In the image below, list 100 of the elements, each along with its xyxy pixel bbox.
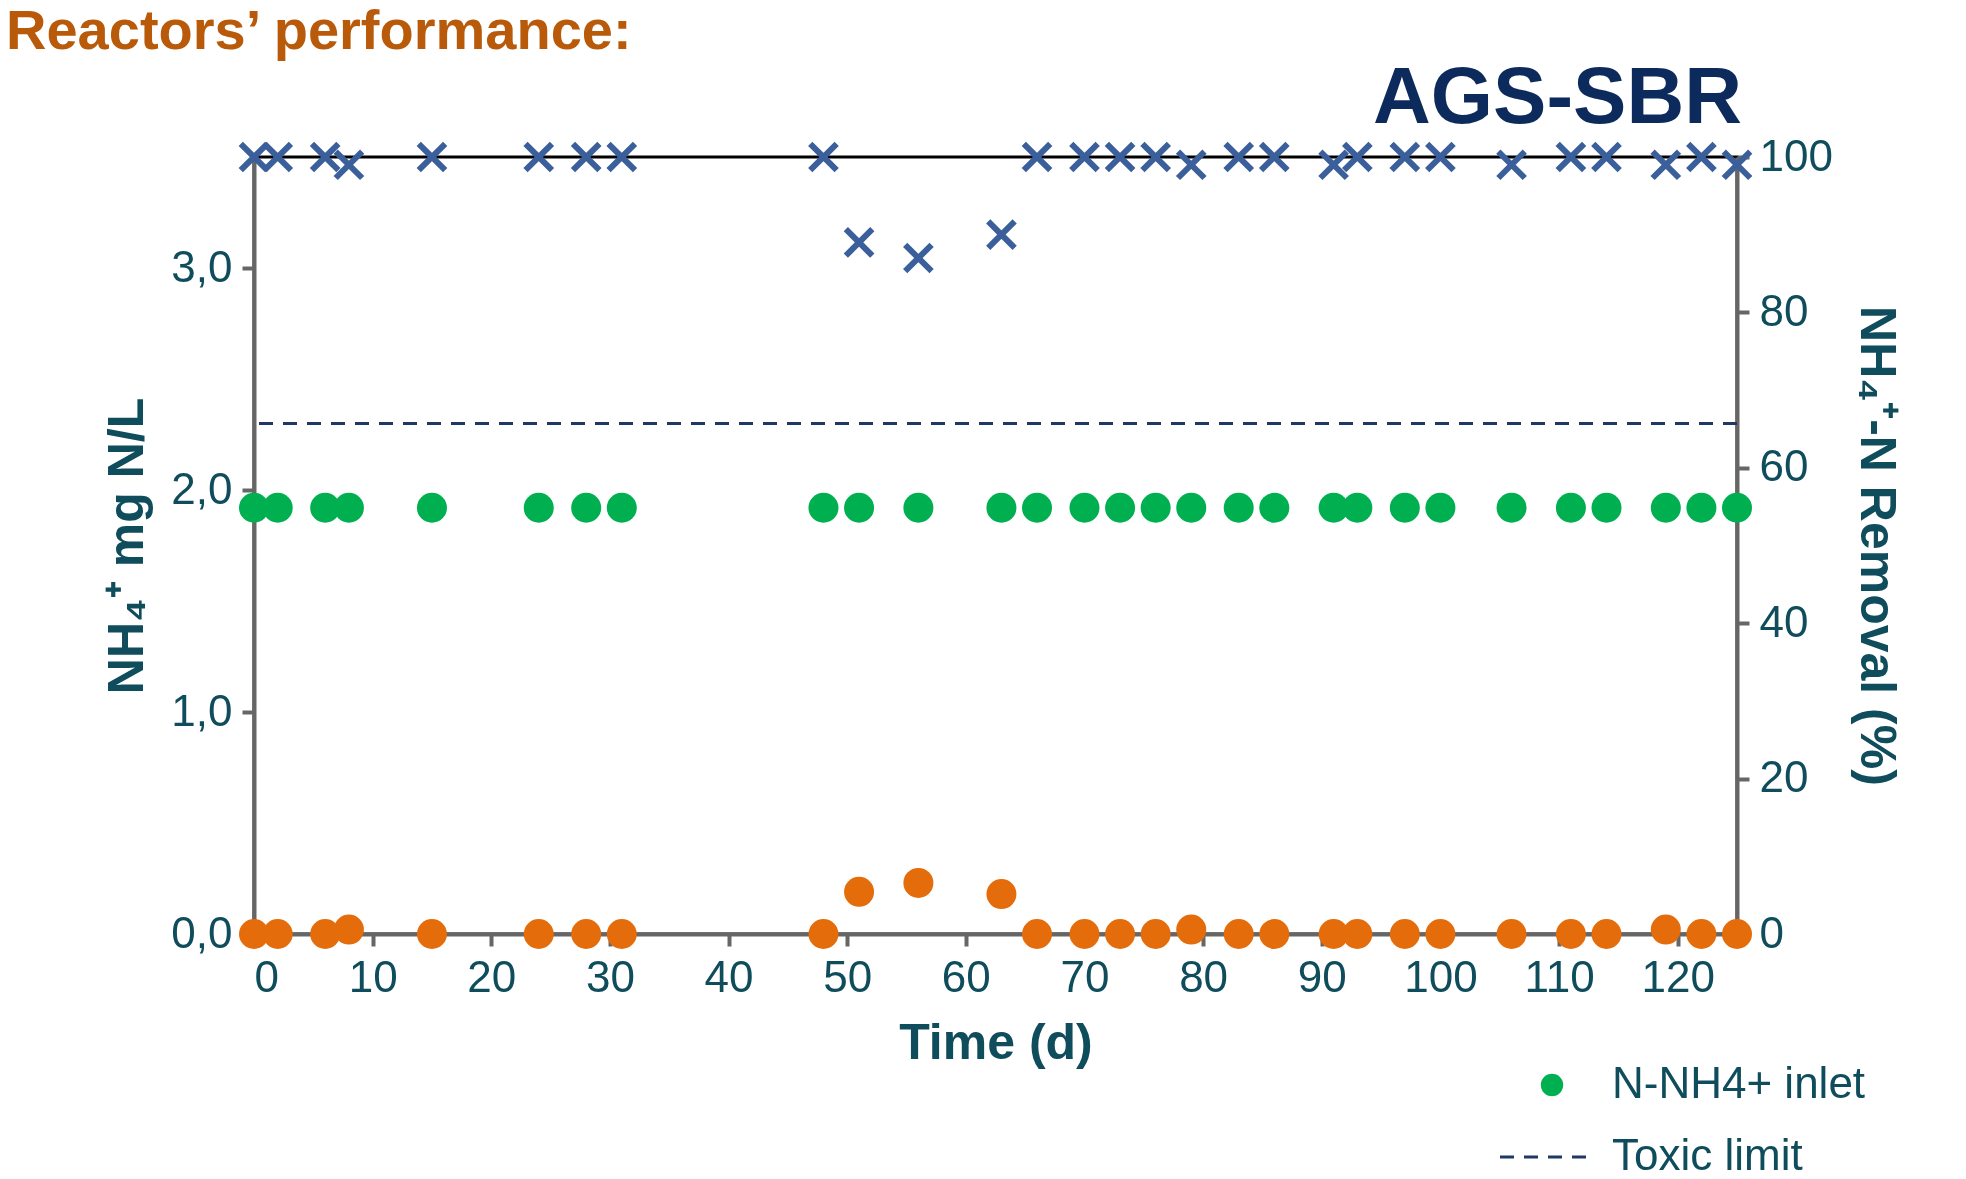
point	[1496, 919, 1527, 949]
point	[1223, 492, 1254, 523]
point	[1222, 140, 1255, 174]
point	[1554, 140, 1588, 174]
point	[571, 919, 602, 949]
y-axis-title: NH₄⁺ mg N/L	[98, 397, 155, 695]
x-tick-label: 40	[704, 951, 754, 1001]
y2-axis-title: NH₄⁺-N Removal (%)	[1849, 306, 1906, 786]
x-tick-label: 10	[348, 951, 398, 1001]
point	[844, 492, 875, 523]
y2-tick-label: 20	[1759, 752, 1809, 802]
point	[1555, 919, 1586, 949]
point	[808, 919, 839, 949]
point	[605, 140, 639, 174]
point	[1722, 492, 1752, 523]
point	[1686, 492, 1717, 523]
point	[1686, 919, 1717, 949]
point	[1685, 140, 1718, 174]
point	[1175, 148, 1208, 181]
point	[1176, 914, 1207, 945]
point	[1317, 148, 1350, 181]
point	[1720, 148, 1754, 181]
x-tick-label: 50	[823, 951, 873, 1001]
point	[1140, 919, 1171, 949]
x-tick-label: 90	[1297, 951, 1347, 1001]
chart-subtitle: AGS-SBR	[1373, 51, 1742, 140]
y2-tick-label: 60	[1759, 441, 1809, 491]
chart-title: Reactors’ performance:	[6, 0, 632, 61]
point	[1068, 140, 1101, 174]
legend-label: Toxic limit	[1612, 1130, 1803, 1179]
point	[842, 226, 876, 259]
point	[807, 140, 840, 174]
point	[332, 148, 366, 181]
point	[1495, 148, 1528, 181]
point	[416, 492, 447, 523]
point	[523, 492, 554, 523]
point	[606, 919, 637, 949]
point	[902, 241, 935, 275]
point	[985, 218, 1018, 251]
point	[1105, 919, 1136, 949]
point	[903, 867, 934, 898]
x-tick-label: 110	[1524, 951, 1595, 1001]
y2-tick-label: 0	[1759, 907, 1784, 957]
point	[1388, 140, 1422, 174]
x-tick-label: 70	[1060, 951, 1110, 1001]
y-tick-label: 0,0	[171, 907, 233, 957]
point	[1341, 140, 1374, 174]
point	[1069, 919, 1100, 949]
x-tick-label: 60	[941, 951, 991, 1001]
point	[986, 879, 1017, 910]
point	[523, 919, 554, 949]
x-tick-label: 100	[1404, 951, 1478, 1001]
y-tick-label: 2,0	[171, 463, 233, 513]
point	[1342, 492, 1373, 523]
point	[1591, 919, 1622, 949]
point	[416, 919, 447, 949]
point	[903, 492, 934, 523]
point	[1259, 492, 1290, 523]
point	[308, 140, 342, 174]
point	[808, 492, 839, 523]
point	[333, 914, 364, 945]
point	[986, 492, 1017, 523]
point	[606, 492, 637, 523]
point	[1555, 492, 1586, 523]
point	[1223, 919, 1254, 949]
x-tick-label: 20	[467, 951, 517, 1001]
point	[1069, 492, 1100, 523]
point	[1649, 148, 1683, 181]
point	[1496, 492, 1527, 523]
point	[844, 876, 875, 907]
y-tick-label: 3,0	[171, 241, 233, 291]
point	[1139, 140, 1172, 174]
x-tick-label: 0	[254, 951, 279, 1001]
point	[1389, 492, 1420, 523]
point	[1424, 140, 1457, 174]
point	[1103, 140, 1137, 174]
x-tick-label: 80	[1179, 951, 1229, 1001]
y-tick-label: 1,0	[171, 685, 233, 735]
point	[1590, 140, 1623, 174]
point	[1650, 492, 1681, 523]
point	[1425, 492, 1456, 523]
y2-tick-label: 40	[1759, 596, 1809, 646]
point	[522, 140, 555, 174]
point	[1342, 919, 1373, 949]
point	[1258, 140, 1291, 174]
point	[415, 140, 449, 174]
point	[1722, 919, 1752, 949]
point	[1176, 492, 1207, 523]
point	[1105, 492, 1136, 523]
point	[1650, 914, 1681, 945]
point	[1425, 919, 1456, 949]
point	[569, 140, 603, 174]
point	[1022, 919, 1053, 949]
point	[262, 492, 293, 523]
point	[1259, 919, 1290, 949]
point	[1591, 492, 1622, 523]
point	[1020, 140, 1054, 174]
x-axis-title: Time (d)	[899, 1013, 1093, 1070]
point	[1389, 919, 1420, 949]
point	[310, 919, 341, 949]
